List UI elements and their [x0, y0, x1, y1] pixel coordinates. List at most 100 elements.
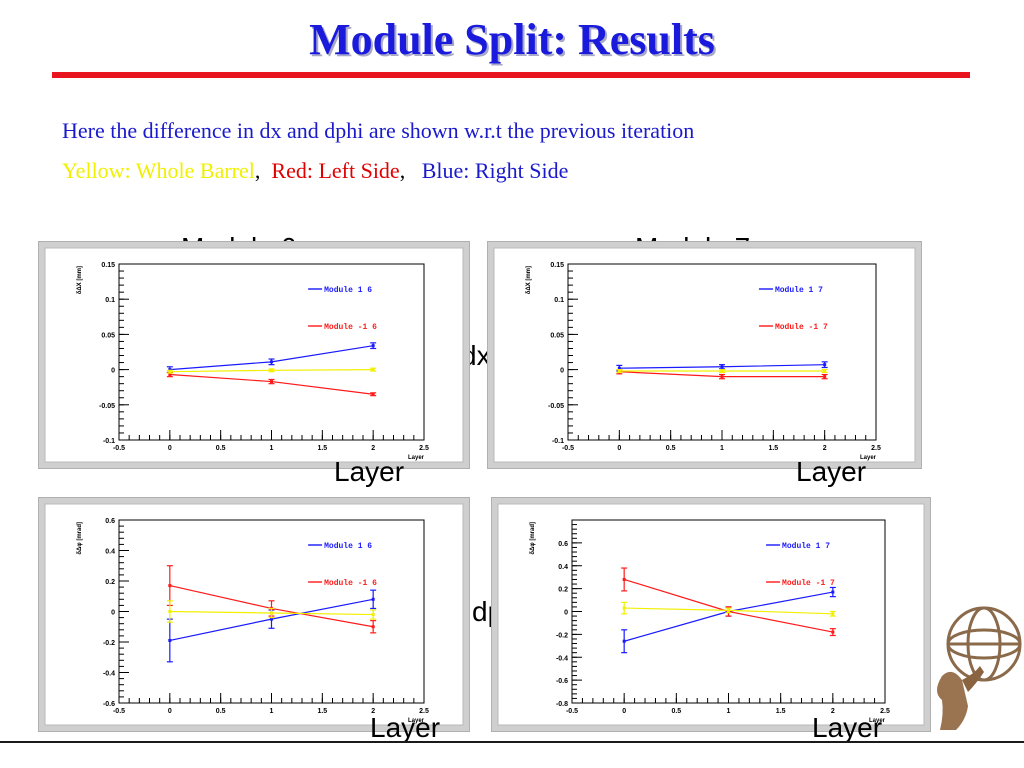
y-tick-label: -0.2: [556, 632, 568, 639]
y-tick-label: -0.05: [99, 403, 115, 410]
x-tick-label: 2.5: [880, 708, 890, 715]
legend-entry: Module -1 7: [782, 579, 835, 588]
page-title: Module Split: Results: [309, 15, 715, 64]
color-legend-line: Yellow: Whole Barrel, Red: Left Side, Bl…: [62, 158, 568, 184]
legend-red-text: Red: Left Side: [271, 158, 400, 183]
x-axis-title: Layer: [408, 455, 425, 461]
y-axis-title: δΔφ [mrad]: [530, 522, 536, 555]
data-point: [371, 597, 375, 601]
x-tick-label: 0.5: [671, 708, 681, 715]
chart-dx-module7: -0.1 -0.05 0 0.05 0.1 0.15 -0.5 0 0.5 1 1.5 2 2.5 Lay…: [493, 247, 916, 463]
x-tick-label: 0.5: [216, 445, 226, 452]
x-tick-label: 2: [371, 708, 375, 715]
y-tick-label: 0.05: [550, 332, 564, 339]
chart-dphi-module7: -0.8 -0.6 -0.4 -0.2 0 0.2 0.4 0.6 -0.5 0 0.5 1 1.5 2 2…: [497, 503, 925, 726]
legend-entry: Module -1 6: [324, 323, 377, 332]
data-point: [168, 610, 172, 613]
data-point: [617, 366, 621, 370]
legend-entry: Module -1 6: [324, 579, 377, 588]
x-tick-label: 0: [168, 708, 172, 715]
bottom-rule: [0, 741, 1024, 743]
chart-pad: [497, 503, 925, 726]
x-tick-label: 2.5: [871, 445, 881, 452]
x-tick-label: 1.5: [317, 445, 327, 452]
y-tick-label: -0.6: [556, 678, 568, 685]
x-tick-label: -0.5: [113, 708, 125, 715]
layer-label: Layer: [334, 456, 405, 487]
chart-pad: [44, 503, 464, 726]
data-point: [720, 375, 724, 379]
data-point: [371, 392, 375, 396]
y-tick-label: 0.15: [101, 262, 115, 269]
x-axis-title: Layer: [860, 455, 877, 461]
legend-entry: Module -1 7: [775, 323, 828, 332]
data-point: [168, 370, 172, 374]
legend-entry: Module 1 7: [775, 286, 823, 295]
x-tick-label: 0.5: [216, 708, 226, 715]
data-point: [371, 368, 375, 372]
x-tick-label: 1.5: [317, 708, 327, 715]
data-point: [831, 630, 835, 634]
data-point: [168, 584, 172, 588]
x-tick-label: 0: [617, 445, 621, 452]
data-point: [168, 368, 172, 372]
data-point: [168, 373, 172, 377]
data-point: [371, 613, 375, 617]
data-point: [617, 369, 621, 373]
data-point: [371, 625, 375, 629]
data-point: [823, 375, 827, 379]
y-tick-label: -0.8: [556, 701, 568, 708]
x-tick-label: 1: [270, 708, 274, 715]
legend-separator: ,: [254, 158, 261, 183]
data-point: [168, 638, 172, 642]
y-tick-label: 0.15: [550, 262, 564, 269]
x-tick-label: 0: [622, 708, 626, 715]
y-tick-label: 0.6: [558, 541, 568, 548]
data-point: [622, 606, 626, 610]
y-axis-title: δΔX [mm]: [526, 266, 532, 294]
layer-label: Layer: [812, 712, 883, 743]
y-tick-label: 0: [564, 610, 568, 617]
layer-label: Layer: [370, 712, 441, 743]
y-axis-title: δΔX [mm]: [77, 266, 83, 294]
title-underline: [52, 72, 970, 78]
y-tick-label: 0.1: [105, 297, 115, 304]
x-tick-label: 1: [270, 445, 274, 452]
x-tick-label: 2.5: [419, 708, 429, 715]
data-point: [371, 344, 375, 348]
x-tick-label: -0.5: [113, 445, 125, 452]
legend-blue-text: Blue: Right Side: [421, 158, 569, 183]
x-tick-label: 2.5: [419, 445, 429, 452]
data-point: [720, 365, 724, 369]
y-tick-label: -0.6: [103, 701, 115, 708]
y-tick-label: -0.1: [552, 438, 564, 445]
y-tick-label: 0: [111, 610, 115, 617]
x-axis-title: Layer: [408, 718, 425, 724]
legend-entry: Module 1 7: [782, 542, 830, 551]
chart-pad: [493, 247, 916, 463]
y-tick-label: -0.4: [556, 655, 568, 662]
chart-panel-dphi-module7: -0.8 -0.6 -0.4 -0.2 0 0.2 0.4 0.6 -0.5 0 0.5 1 1.5 2 2…: [491, 497, 931, 732]
y-tick-label: 0.05: [101, 332, 115, 339]
y-tick-label: 0: [111, 368, 115, 375]
data-point: [270, 360, 273, 364]
x-tick-label: 2: [831, 708, 835, 715]
x-tick-label: 0.5: [666, 445, 676, 452]
layer-label: Layer: [796, 456, 867, 487]
x-tick-label: 0: [168, 445, 172, 452]
subtitle: Here the difference in dx and dphi are s…: [62, 118, 695, 143]
chart-dx-module6: -0.1 -0.05 0 0.05 0.1 0.15 -0.5 0 0.5 1 1.5 2 2.5 Lay…: [44, 247, 464, 463]
y-tick-label: -0.05: [548, 403, 564, 410]
x-tick-label: 1.5: [768, 445, 778, 452]
atlas-logo-icon: [937, 606, 1022, 730]
legend-yellow-text: Yellow: Whole Barrel: [62, 158, 255, 183]
legend-separator: ,: [399, 158, 406, 183]
data-point: [823, 369, 827, 373]
data-point: [270, 617, 273, 621]
x-tick-label: 1: [727, 708, 731, 715]
chart-pad: [44, 247, 464, 463]
data-point: [727, 608, 730, 612]
chart-dphi-module6: -0.6 -0.4 -0.2 0 0.2 0.4 0.6 -0.5 0 0.5 1 1.5 2 2.5 La…: [44, 503, 464, 726]
data-point: [823, 363, 827, 367]
legend-entry: Module 1 6: [324, 542, 372, 551]
